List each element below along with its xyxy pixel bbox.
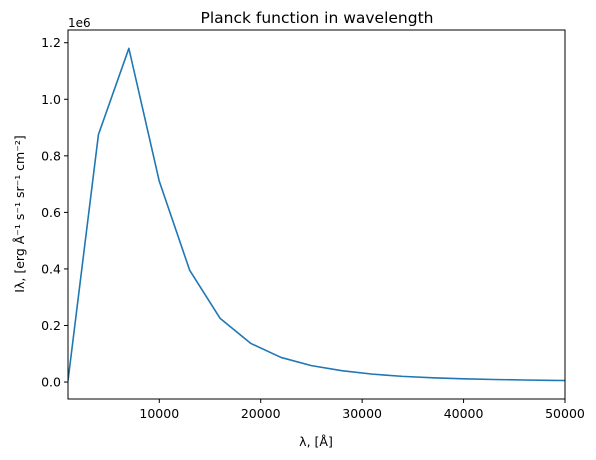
x-tick-label: 20000	[241, 406, 281, 421]
ticks: 10000 20000 30000 40000 50000 0.0 0.2 0.4 0.6 0.8…	[41, 35, 585, 421]
x-tick-label: 30000	[342, 406, 382, 421]
plot-frame	[67, 29, 566, 400]
y-tick-label: 0.4	[41, 261, 61, 276]
x-tick-label: 40000	[444, 406, 484, 421]
y-tick-label: 1.2	[41, 35, 61, 50]
y-tick-label: 0.6	[41, 205, 61, 220]
series-line	[68, 47, 565, 382]
x-axis-label: λ, [Å]	[299, 434, 333, 449]
y-tick-label: 0.0	[41, 375, 61, 390]
y-tick-label: 0.8	[41, 148, 61, 163]
x-tick-label: 10000	[139, 406, 179, 421]
chart-title: Planck function in wavelength	[201, 9, 434, 27]
y-tick-label: 1.0	[41, 92, 61, 107]
y-offset-label: 1e6	[68, 16, 91, 30]
y-axis-label: Iλ, [erg Å⁻¹ s⁻¹ sr⁻¹ cm⁻²]	[12, 135, 27, 292]
series-layer	[68, 47, 565, 382]
y-tick-label: 0.2	[41, 318, 61, 333]
x-tick-label: 50000	[545, 406, 585, 421]
